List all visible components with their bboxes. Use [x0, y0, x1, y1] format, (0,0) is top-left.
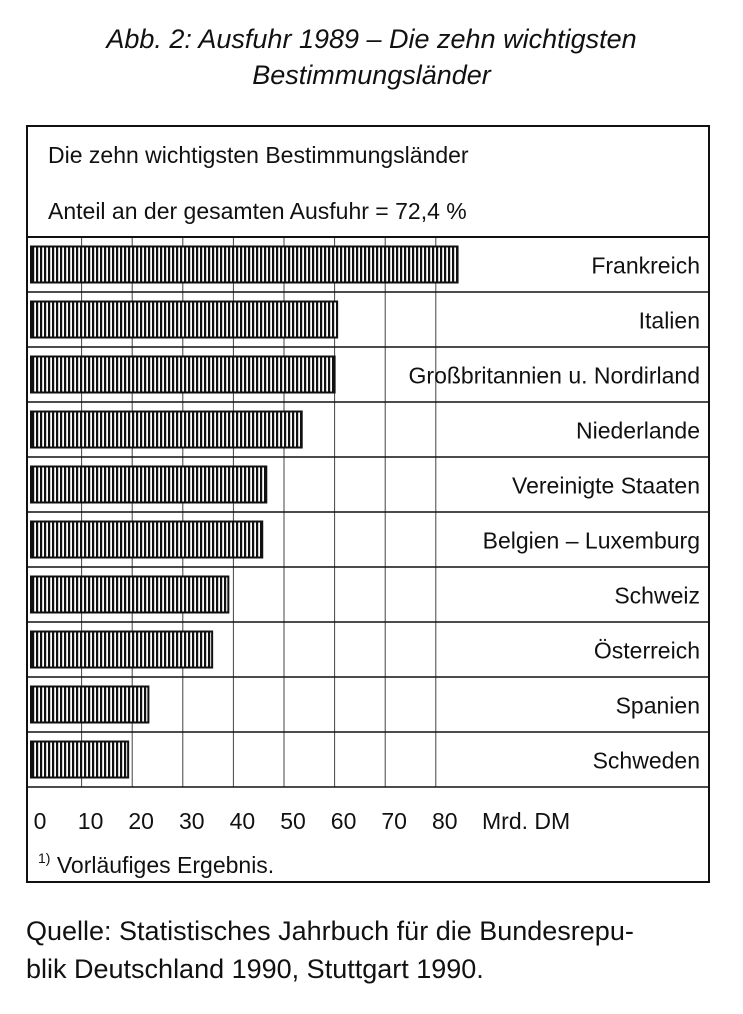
category-label: Niederlande	[576, 418, 700, 444]
chart-title: Die zehn wichtigsten Bestimmungsländer	[48, 142, 469, 168]
x-tick-label: 0	[34, 808, 47, 834]
footnote-text: Vorläufiges Ergebnis.	[56, 852, 275, 878]
bar	[30, 685, 150, 724]
bar-fill	[31, 631, 213, 668]
bar	[30, 630, 214, 669]
bar	[30, 245, 459, 284]
bar	[30, 740, 130, 779]
category-label: Vereinigte Staaten	[512, 473, 700, 499]
bar-outline	[30, 575, 230, 614]
category-label: Italien	[639, 308, 700, 334]
bar-fill	[31, 301, 338, 338]
x-tick-label: 10	[78, 808, 104, 834]
x-tick-label: 50	[280, 808, 306, 834]
bar	[30, 520, 264, 559]
source-line1: Quelle: Statistisches Jahrbuch für die B…	[26, 916, 634, 946]
bar-fill	[31, 521, 263, 558]
bar-fill	[31, 466, 267, 503]
bar-outline	[30, 520, 264, 559]
chart-frame	[26, 125, 710, 883]
category-label: Schweiz	[614, 583, 700, 609]
bar-fill	[31, 741, 129, 778]
bar-fill	[31, 576, 229, 613]
bar-fill	[31, 686, 149, 723]
figure-title-line2: Bestimmungsländer	[252, 60, 491, 90]
x-axis-unit: Mrd. DM	[482, 808, 570, 834]
bar-outline	[30, 410, 303, 449]
bar-fill	[31, 246, 458, 283]
bar-outline	[30, 300, 339, 339]
bar	[30, 575, 230, 614]
source-line2: blik Deutschland 1990, Stuttgart 1990.	[26, 954, 484, 984]
category-label: Schweden	[593, 748, 700, 774]
figure-title-line1: Abb. 2: Ausfuhr 1989 – Die zehn wichtigs…	[106, 24, 637, 54]
bar-outline	[30, 245, 459, 284]
bar-fill	[31, 356, 335, 393]
bar-outline	[30, 355, 336, 394]
footnote: 1) Vorläufiges Ergebnis.	[38, 843, 274, 880]
category-label: Spanien	[616, 693, 700, 719]
bar	[30, 355, 336, 394]
x-tick-label: 80	[432, 808, 458, 834]
bar	[30, 410, 303, 449]
source-note: Quelle: Statistisches Jahrbuch für die B…	[26, 912, 726, 988]
footnote-marker: 1)	[38, 850, 51, 866]
category-label: Großbritannien u. Nordirland	[409, 363, 700, 389]
x-tick-label: 30	[179, 808, 205, 834]
bar-outline	[30, 465, 268, 504]
category-label: Österreich	[594, 638, 700, 664]
bar-outline	[30, 630, 214, 669]
bar-fill	[31, 411, 302, 448]
bar	[30, 465, 268, 504]
bar-outline	[30, 740, 130, 779]
chart-subtitle: Anteil an der gesamten Ausfuhr = 72,4 %	[48, 198, 467, 224]
x-tick-label: 20	[128, 808, 154, 834]
category-label: Frankreich	[591, 253, 700, 279]
bar-outline	[30, 685, 150, 724]
x-tick-label: 40	[230, 808, 256, 834]
bar	[30, 300, 339, 339]
x-tick-label: 70	[381, 808, 407, 834]
category-label: Belgien – Luxemburg	[483, 528, 700, 554]
x-tick-label: 60	[331, 808, 357, 834]
